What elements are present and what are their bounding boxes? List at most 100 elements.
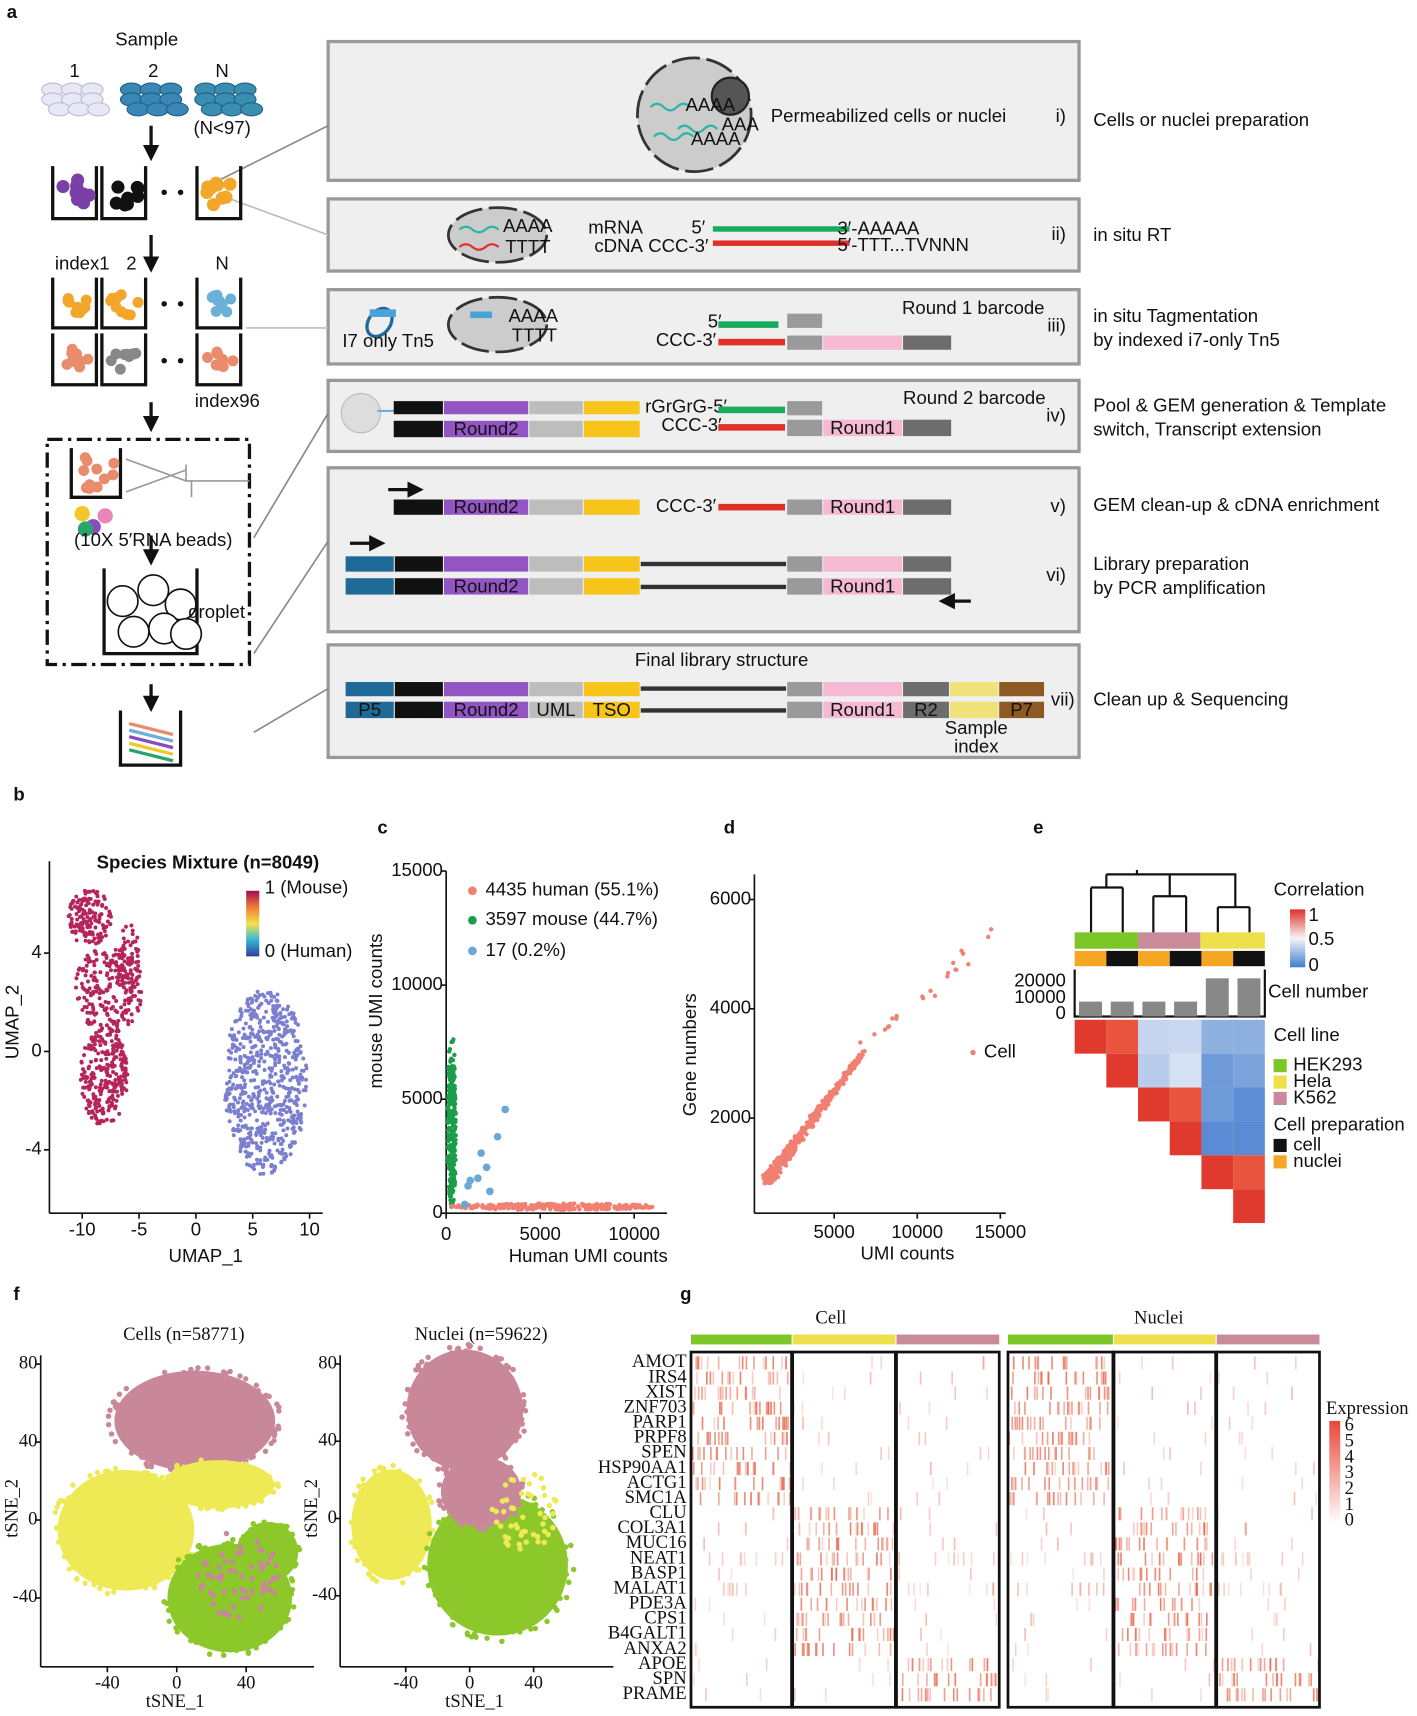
expression-stripe — [767, 1371, 770, 1385]
point — [508, 1464, 514, 1471]
legend-marker — [1273, 1075, 1287, 1089]
point — [110, 1399, 117, 1405]
point — [424, 1545, 430, 1552]
point — [360, 1505, 367, 1511]
point — [238, 1469, 245, 1475]
point — [177, 1437, 184, 1443]
y-tick-label: 0 — [28, 1508, 37, 1529]
expression-stripe — [986, 1386, 988, 1400]
point — [148, 1472, 155, 1479]
expression-stripe — [1051, 1356, 1053, 1370]
expression-stripe — [764, 1431, 767, 1445]
point — [285, 1126, 290, 1131]
point — [512, 1409, 518, 1416]
point — [236, 1030, 241, 1035]
point — [470, 1481, 477, 1487]
point — [284, 1041, 289, 1046]
point — [140, 1384, 146, 1390]
bar — [1237, 978, 1261, 1017]
point — [123, 1067, 128, 1072]
point — [371, 1468, 378, 1474]
point — [442, 1368, 448, 1374]
point — [146, 1389, 152, 1396]
point — [258, 1148, 263, 1153]
expression-stripe — [749, 1416, 752, 1430]
wells — [51, 166, 243, 221]
expression-stripe — [1096, 1371, 1098, 1385]
point — [514, 1395, 521, 1401]
point — [119, 1416, 125, 1422]
point — [232, 1430, 238, 1437]
expression-stripe — [1232, 1386, 1235, 1400]
expression-stripe — [700, 1356, 703, 1370]
point — [282, 1098, 287, 1103]
point — [96, 1556, 102, 1563]
point — [385, 1520, 391, 1526]
point — [103, 1051, 108, 1055]
expression-stripe — [1211, 1416, 1213, 1430]
point — [136, 963, 141, 968]
point — [179, 1542, 186, 1548]
expression-stripe — [765, 1401, 768, 1415]
point — [275, 1103, 280, 1108]
point — [447, 1161, 453, 1166]
expression-stripe — [720, 1401, 723, 1415]
point — [137, 1550, 143, 1557]
point — [397, 1567, 403, 1573]
point — [449, 1525, 455, 1532]
point — [120, 1526, 127, 1532]
point — [355, 1504, 362, 1511]
point — [932, 993, 938, 999]
point — [239, 1137, 244, 1142]
point — [436, 1519, 442, 1526]
point — [122, 946, 127, 951]
point — [242, 1109, 247, 1114]
heatmap-cell — [1106, 1019, 1139, 1054]
point — [477, 1419, 484, 1426]
expression-stripe — [717, 1386, 720, 1400]
legend-marker — [1273, 1059, 1287, 1073]
point — [93, 1057, 98, 1062]
point — [72, 1565, 79, 1572]
point — [806, 1123, 812, 1129]
point — [97, 1585, 103, 1592]
expression-stripe — [783, 1416, 785, 1430]
point — [862, 1048, 867, 1054]
point — [945, 970, 951, 976]
point — [202, 1462, 208, 1469]
segment — [583, 499, 640, 515]
legend-marker — [1273, 1155, 1287, 1169]
point — [238, 1057, 243, 1062]
point — [266, 1523, 273, 1529]
point — [97, 1039, 102, 1044]
point — [115, 1021, 120, 1026]
point — [475, 1444, 482, 1451]
point — [446, 1388, 452, 1395]
point — [254, 1013, 259, 1018]
point — [276, 1027, 281, 1032]
point — [264, 998, 269, 1003]
point — [167, 1466, 174, 1472]
point — [449, 1203, 455, 1209]
point — [129, 923, 134, 928]
point — [93, 911, 98, 916]
point — [288, 1089, 293, 1094]
point — [361, 1495, 368, 1502]
gene-label: XIST — [645, 1381, 687, 1402]
expression-stripe — [704, 1386, 706, 1400]
segment — [903, 419, 952, 437]
point — [93, 918, 98, 923]
segment — [823, 556, 902, 572]
segment — [529, 499, 583, 515]
point — [278, 1142, 283, 1147]
heatmap-cell — [1201, 1087, 1234, 1122]
point — [441, 1397, 447, 1403]
point — [177, 1456, 184, 1463]
point — [271, 1004, 276, 1009]
expression-stripe — [1086, 1416, 1088, 1430]
point — [556, 1203, 561, 1208]
point — [98, 1108, 103, 1113]
point — [248, 1425, 255, 1432]
expression-stripe — [821, 1416, 823, 1430]
point — [175, 1473, 182, 1479]
